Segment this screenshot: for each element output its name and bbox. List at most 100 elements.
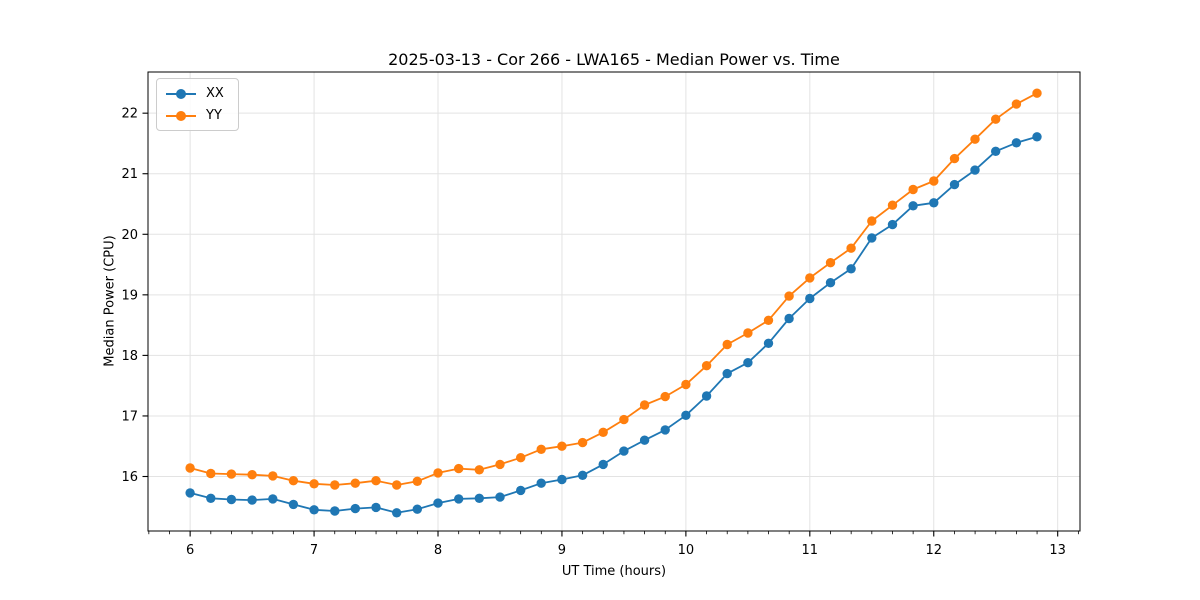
series-point-xx [226, 494, 237, 505]
series-point-xx [846, 264, 856, 274]
series-point-xx [412, 504, 422, 514]
series-line-xx [189, 135, 1038, 514]
series-point-yy [722, 339, 732, 350]
series-point-xx [660, 425, 670, 435]
series-point-yy [536, 444, 546, 454]
legend-item-yy: YY [166, 107, 224, 124]
series-point-yy [268, 471, 278, 481]
series-point-xx [288, 499, 299, 510]
y-tick-label: 17 [121, 409, 138, 424]
series-point-yy [887, 200, 898, 210]
series-point-yy [412, 476, 422, 486]
series-point-yy [825, 258, 836, 268]
series-point-yy [371, 476, 381, 486]
series-point-xx [433, 498, 443, 508]
x-tick-label: 10 [678, 543, 695, 558]
series-point-yy [577, 437, 588, 448]
axes-frame [147, 71, 1081, 532]
y-tick-label: 18 [121, 349, 138, 364]
x-tick-label: 13 [1049, 543, 1066, 558]
x-tick-label: 12 [925, 543, 942, 558]
y-tick-label: 19 [121, 288, 138, 303]
series-point-yy [495, 459, 505, 470]
series-point-yy [330, 480, 340, 490]
series-point-yy [247, 470, 257, 480]
series-point-xx [309, 505, 319, 515]
series-point-xx [392, 508, 402, 518]
series-point-xx [701, 391, 712, 401]
series-point-xx [763, 338, 774, 348]
series-point-xx [681, 410, 691, 420]
series-point-xx [185, 488, 195, 498]
series-point-xx [598, 459, 608, 470]
x-tick-label: 6 [186, 543, 194, 558]
series-point-yy [185, 463, 195, 473]
chart-title: 2025-03-13 - Cor 266 - LWA165 - Median P… [388, 50, 840, 69]
series-point-xx [887, 219, 898, 230]
x-tick-label: 9 [558, 543, 566, 558]
series-point-xx [577, 470, 588, 480]
series-point-yy [681, 379, 691, 390]
x-tick-label: 11 [802, 543, 819, 558]
series-point-yy [805, 273, 815, 283]
series-point-xx [516, 485, 526, 496]
series-point-xx [619, 446, 629, 456]
x-tick-label: 7 [310, 543, 318, 558]
series-point-yy [206, 468, 216, 479]
y-tick-label: 22 [121, 107, 138, 122]
series-point-xx [805, 293, 815, 304]
series-point-xx [722, 368, 732, 379]
series-point-xx [268, 494, 278, 504]
series-point-yy [949, 153, 960, 164]
series-point-xx [536, 478, 546, 488]
series-point-xx [949, 179, 960, 190]
series-point-yy [226, 469, 237, 479]
x-tick-label: 8 [434, 543, 442, 558]
series-point-xx [495, 492, 505, 502]
series-point-yy [433, 468, 443, 478]
series-point-yy [474, 465, 484, 475]
series-point-xx [639, 435, 650, 445]
series-point-xx [330, 506, 340, 516]
series-point-yy [288, 476, 299, 486]
series-point-yy [743, 328, 753, 338]
legend-line-marker-swatch [166, 107, 196, 124]
series-point-yy [309, 479, 319, 489]
series-point-xx [908, 201, 918, 211]
series-point-yy [867, 216, 877, 226]
y-axis-label: Median Power (CPU) [102, 235, 118, 367]
series-point-yy [970, 134, 980, 144]
series-point-xx [991, 146, 1001, 156]
series-point-yy [701, 361, 712, 371]
y-tick-label: 21 [121, 167, 138, 182]
series-point-xx [784, 313, 794, 324]
legend-label-xx: XX [206, 86, 224, 101]
series-point-yy [784, 291, 794, 301]
legend-label-yy: YY [206, 108, 222, 123]
series-point-yy [516, 453, 526, 463]
series-point-xx [371, 502, 381, 513]
y-tick-label: 16 [121, 470, 138, 485]
legend-line-marker-swatch [166, 85, 196, 102]
series-point-yy [1011, 99, 1022, 109]
series-point-yy [929, 176, 939, 186]
series-point-yy [846, 243, 856, 253]
series-point-xx [867, 233, 877, 243]
series-point-yy [557, 441, 567, 451]
series-point-xx [970, 165, 980, 175]
series-point-xx [1011, 138, 1022, 148]
series-point-xx [350, 503, 360, 514]
series-point-xx [557, 474, 567, 485]
y-tick-label: 20 [121, 228, 138, 243]
series-point-xx [929, 198, 939, 208]
series-point-yy [763, 315, 774, 325]
series-point-yy [350, 478, 360, 488]
series-point-yy [619, 414, 629, 425]
series-point-yy [991, 114, 1001, 124]
legend: XX YY [156, 78, 239, 131]
series-point-xx [454, 494, 464, 504]
series-point-xx [825, 278, 836, 288]
legend-item-xx: XX [166, 85, 224, 102]
